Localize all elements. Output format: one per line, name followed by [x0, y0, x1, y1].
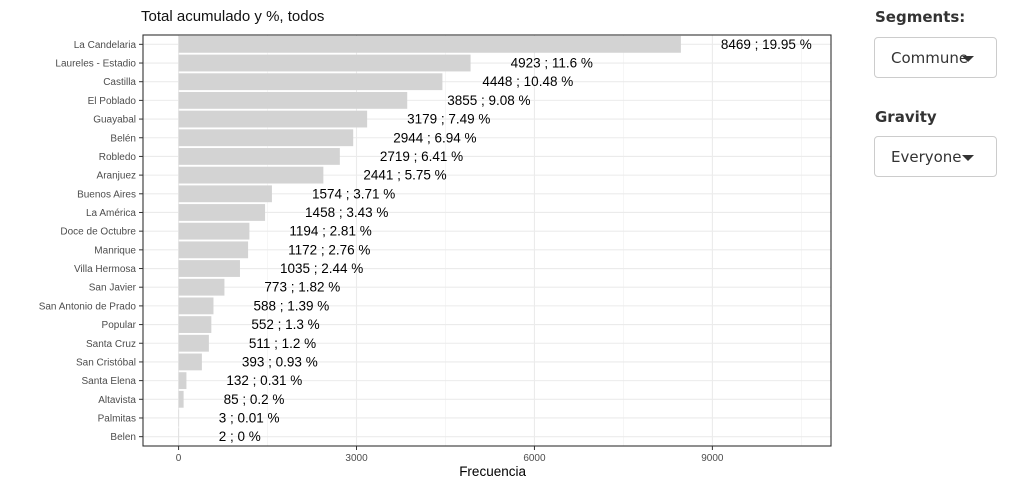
bar	[178, 185, 272, 203]
bar	[178, 316, 212, 333]
bar	[178, 35, 681, 53]
category-tick-label: Castilla	[103, 77, 136, 88]
bar	[178, 297, 214, 315]
gravity-select[interactable]: Everyone	[874, 136, 997, 177]
bar	[178, 241, 249, 259]
bar	[178, 222, 250, 240]
data-label: 2 ; 0 %	[219, 429, 261, 444]
bar	[178, 334, 209, 352]
data-label: 393 ; 0.93 %	[242, 354, 318, 369]
category-tick-label: Guayabal	[93, 115, 136, 126]
category-tick-label: Laureles - Estadio	[55, 59, 136, 70]
category-tick-label: Manrique	[94, 245, 136, 256]
category-tick-label: El Poblado	[88, 96, 137, 107]
category-tick-label: San Cristóbal	[76, 357, 136, 368]
segments-label: Segments:	[875, 8, 966, 26]
bar	[178, 110, 368, 128]
bar	[178, 278, 225, 296]
caret-down-icon	[962, 56, 974, 62]
category-tick-label: Altavista	[98, 395, 136, 406]
bar	[178, 148, 340, 165]
segments-selected-value: Commune	[891, 49, 969, 67]
bar	[178, 409, 180, 427]
x-axis-title: Frecuencia	[459, 464, 526, 479]
data-label: 1574 ; 3.71 %	[312, 186, 395, 201]
bar	[178, 54, 471, 72]
data-label: 773 ; 1.82 %	[264, 280, 340, 295]
bar	[178, 428, 180, 446]
data-label: 1458 ; 3.43 %	[305, 205, 388, 220]
data-label: 3179 ; 7.49 %	[407, 112, 490, 127]
data-label: 4923 ; 11.6 %	[511, 56, 593, 71]
category-tick-label: La América	[86, 208, 136, 219]
data-label: 1172 ; 2.76 %	[288, 242, 370, 257]
x-tick-label: 9000	[701, 453, 724, 464]
data-label: 511 ; 1.2 %	[249, 336, 316, 351]
bar	[178, 91, 408, 109]
chart-area: Total acumulado y %, todos 8469 ; 19.95 …	[39, 8, 832, 479]
bar	[178, 204, 266, 221]
data-label: 1035 ; 2.44 %	[280, 261, 363, 276]
category-tick-label: Santa Elena	[82, 376, 137, 387]
data-label: 4448 ; 10.48 %	[482, 74, 573, 89]
data-label: 552 ; 1.3 %	[251, 317, 319, 332]
data-label: 85 ; 0.2 %	[224, 392, 285, 407]
bar	[178, 260, 240, 277]
category-tick-label: Aranjuez	[97, 171, 136, 182]
x-tick-label: 0	[176, 453, 182, 464]
data-label: 132 ; 0.31 %	[226, 373, 302, 388]
plot-border	[142, 34, 832, 447]
bar	[178, 353, 202, 371]
category-tick-label: Belen	[110, 432, 136, 443]
data-label: 8469 ; 19.95 %	[721, 37, 812, 52]
side-panel: Segments: Commune Gravity Everyone	[874, 0, 1014, 490]
data-label: 3855 ; 9.08 %	[447, 93, 530, 108]
x-tick-label: 3000	[345, 453, 368, 464]
category-tick-label: Robledo	[99, 152, 137, 163]
caret-down-icon	[962, 155, 974, 161]
bar	[178, 390, 184, 408]
chart-title: Total acumulado y %, todos	[141, 8, 325, 25]
gravity-selected-value: Everyone	[891, 148, 962, 166]
bar	[178, 129, 354, 147]
category-tick-label: San Antonio de Prado	[39, 301, 137, 312]
category-tick-label: La Candelaria	[74, 40, 137, 51]
category-tick-label: Belén	[110, 133, 136, 144]
category-tick-label: Doce de Octubre	[60, 227, 136, 238]
data-label: 588 ; 1.39 %	[253, 298, 329, 313]
data-label: 3 ; 0.01 %	[219, 410, 280, 425]
bar	[178, 372, 187, 390]
bar	[178, 73, 443, 91]
data-label: 2944 ; 6.94 %	[393, 130, 476, 145]
category-tick-label: Buenos Aires	[77, 189, 136, 200]
category-tick-label: Santa Cruz	[86, 339, 136, 350]
category-tick-label: Popular	[102, 320, 137, 331]
category-tick-label: Palmitas	[98, 413, 136, 424]
gravity-label: Gravity	[875, 108, 937, 126]
data-label: 1194 ; 2.81 %	[289, 224, 371, 239]
category-tick-label: San Javier	[89, 283, 137, 294]
bar-chart: 8469 ; 19.95 % La Candelaria 4923 ; 11.6 %…	[39, 34, 832, 479]
segments-select[interactable]: Commune	[874, 37, 997, 78]
bar	[178, 166, 324, 184]
data-label: 2719 ; 6.41 %	[380, 149, 463, 164]
data-label: 2441 ; 5.75 %	[363, 168, 446, 183]
x-tick-label: 6000	[523, 453, 546, 464]
category-tick-label: Villa Hermosa	[74, 264, 136, 275]
